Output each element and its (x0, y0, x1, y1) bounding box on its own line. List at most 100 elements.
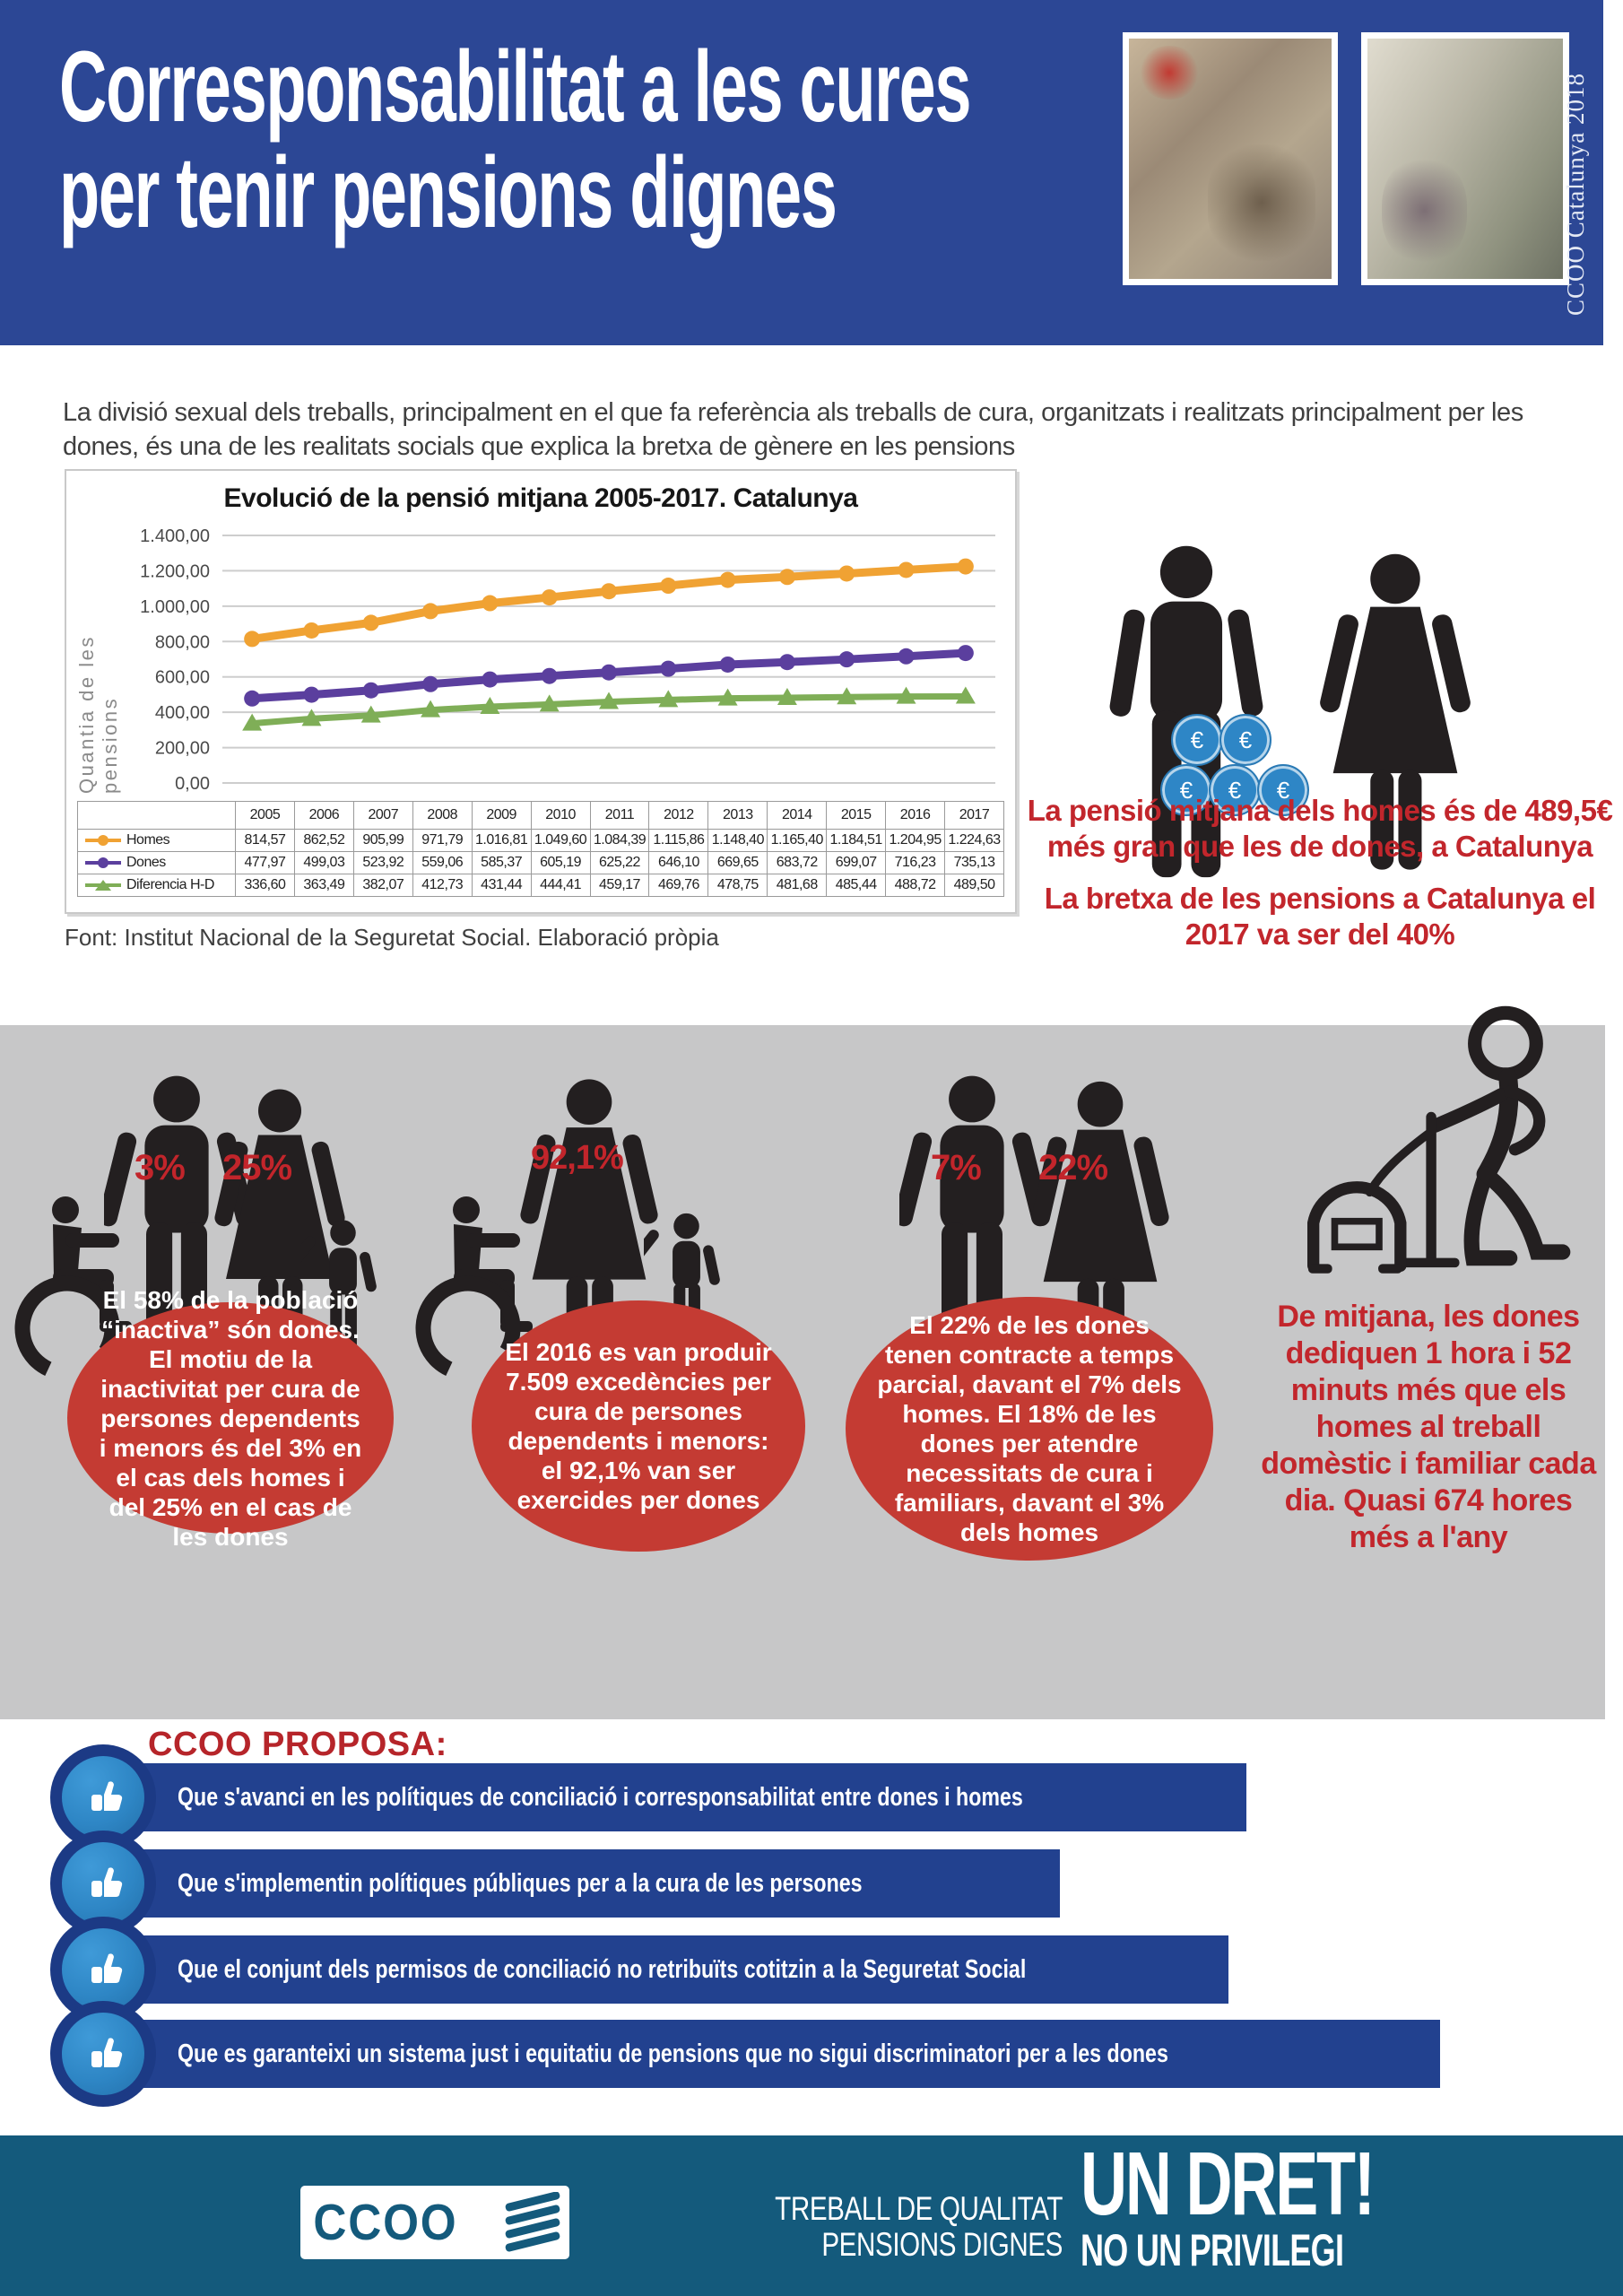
value-cell: 382,07 (352, 874, 413, 897)
table-row-Dones: Dones 477,97 499,03 523,92 559,06 585,37 605,1… (77, 851, 1004, 874)
woman-icon (1320, 553, 1471, 870)
value-cell: 585,37 (471, 851, 532, 874)
series-marker (301, 709, 322, 726)
legend-cell: Dones (77, 851, 236, 874)
thumbs-up-inner (62, 1756, 144, 1839)
pension-gap-text-2: La bretxa de les pensions a Catalunya el… (1044, 882, 1596, 951)
value-cell: 1.016,81 (471, 829, 532, 852)
value-cell: 485,44 (826, 874, 887, 897)
pension-data-table: 2005 2006 2007 2008 2009 2010 2011 2012 2013 2014… (77, 801, 1004, 897)
value-cell: 412,73 (412, 874, 473, 897)
value-cell: 1.204,95 (885, 829, 946, 852)
value-cell: 477,97 (235, 851, 295, 874)
page-title-line1: Corresponsabilitat a les cures (59, 30, 972, 143)
page-title-line2: per tenir pensions dignes (59, 136, 838, 248)
series-marker (242, 713, 263, 731)
thumbs-up-inner (62, 1842, 144, 1925)
value-cell: 336,60 (235, 874, 295, 897)
series-marker (955, 686, 976, 704)
series-marker (838, 565, 855, 582)
series-marker (660, 578, 677, 595)
series-marker (717, 688, 738, 706)
y-tick-label: 1.000,00 (140, 597, 210, 617)
series-marker (422, 675, 439, 692)
stat-badge-women: 22% (1038, 1148, 1108, 1187)
value-cell: 523,92 (352, 851, 413, 874)
chart-title: Evolució de la pensió mitjana 2005-2017.… (223, 483, 858, 513)
series-marker (719, 571, 736, 588)
value-cell: 469,76 (648, 874, 709, 897)
series-marker (303, 686, 320, 703)
euro-coin-icon: € (1209, 764, 1261, 816)
y-tick-label: 600,00 (155, 668, 210, 688)
series-marker (244, 690, 261, 707)
thumbs-up-icon (50, 2001, 156, 2107)
value-cell: 605,19 (530, 851, 591, 874)
y-tick-label: 0,00 (175, 774, 210, 794)
y-tick-label: 1.400,00 (140, 526, 210, 546)
stat-text-4: De mitjana, les dones dediquen 1 hora i … (1261, 1300, 1596, 1554)
ccoo-logo: CCOO (300, 2186, 569, 2259)
series-marker (660, 660, 677, 677)
value-cell: 431,44 (471, 874, 532, 897)
value-cell: 1.049,60 (530, 829, 591, 852)
footer-slogan-line2: NO UN PRIVILEGI (1081, 2225, 1344, 2275)
pension-gap-text-1: La pensió mitjana dels homes és de 489,5… (1027, 794, 1613, 863)
pension-chart-panel: Evolució de la pensió mitjana 2005-2017.… (65, 469, 1017, 914)
series-line-Homes (247, 562, 970, 643)
series-marker (599, 691, 619, 709)
value-cell: 1.148,40 (707, 829, 768, 852)
value-cell: 716,23 (885, 851, 946, 874)
credit-vertical-text: CCOO Catalunya 2018 (1562, 73, 1589, 316)
series-marker (896, 686, 916, 704)
table-row-Homes: Homes 814,57 862,52 905,99 971,79 1.016,81 1.0… (77, 829, 1004, 852)
legend-marker-icon (85, 834, 121, 846)
value-cell: 488,72 (885, 874, 946, 897)
series-marker (480, 696, 500, 714)
proposal-bar-1: Que s'avanci en les polítiques de concil… (135, 1763, 1246, 1831)
legend-cell: Homes (77, 829, 236, 852)
value-cell: 444,41 (530, 874, 591, 897)
series-marker (837, 687, 857, 705)
proposal-bar-4: Que es garanteixi un sistema just i equi… (135, 2020, 1440, 2088)
year-header-cell: 2016 (885, 801, 946, 830)
y-tick-label: 800,00 (155, 632, 210, 652)
ccoo-logo-text: CCOO (313, 2194, 458, 2251)
year-header-cell: 2015 (826, 801, 887, 830)
page-title: Corresponsabilitat a les cures per tenir… (59, 30, 972, 248)
value-cell: 735,13 (944, 851, 1004, 874)
value-cell: 683,72 (767, 851, 828, 874)
y-tick-label: 400,00 (155, 703, 210, 723)
series-marker (898, 648, 915, 665)
euro-symbol: € (1179, 776, 1193, 804)
legend-marker-icon (85, 879, 121, 891)
proposals-heading: CCOO PROPOSA: (148, 1726, 447, 1763)
footer-tagline: TREBALL DE QUALITAT PENSIONS DIGNES (772, 2191, 1063, 2263)
stat-bubble-3: El 22% de les dones tenen contracte a te… (846, 1297, 1213, 1561)
series-marker (244, 631, 261, 648)
euro-coin-icon: € (1219, 714, 1271, 766)
value-cell: 559,06 (412, 851, 473, 874)
year-header-cell: 2006 (293, 801, 354, 830)
table-corner-cell (77, 801, 236, 830)
series-marker (541, 667, 558, 684)
series-marker (541, 589, 558, 606)
series-marker (421, 700, 441, 718)
euro-symbol: € (1190, 726, 1204, 753)
table-row-Diferencia H-D: Diferencia H-D 336,60 363,49 382,07 412,73 43… (77, 874, 1004, 897)
person-vacuuming-icon (1307, 1005, 1571, 1274)
series-marker (957, 558, 974, 575)
photo-elderly-couple (1361, 32, 1569, 285)
thumb-glyph (91, 1867, 123, 1897)
euro-coins-group: € € € € € (1151, 714, 1358, 818)
woman-icon (1031, 1081, 1169, 1370)
series-marker (957, 645, 974, 662)
stat-badge-women: 92,1% (531, 1139, 624, 1177)
value-cell: 1.115,86 (648, 829, 709, 852)
thumbs-up-icon (50, 1831, 156, 1936)
series-marker (601, 664, 617, 681)
legend-series-name: Homes (126, 832, 170, 848)
value-cell: 481,68 (767, 874, 828, 897)
value-cell: 699,07 (826, 851, 887, 874)
thumb-glyph (91, 1953, 123, 1983)
